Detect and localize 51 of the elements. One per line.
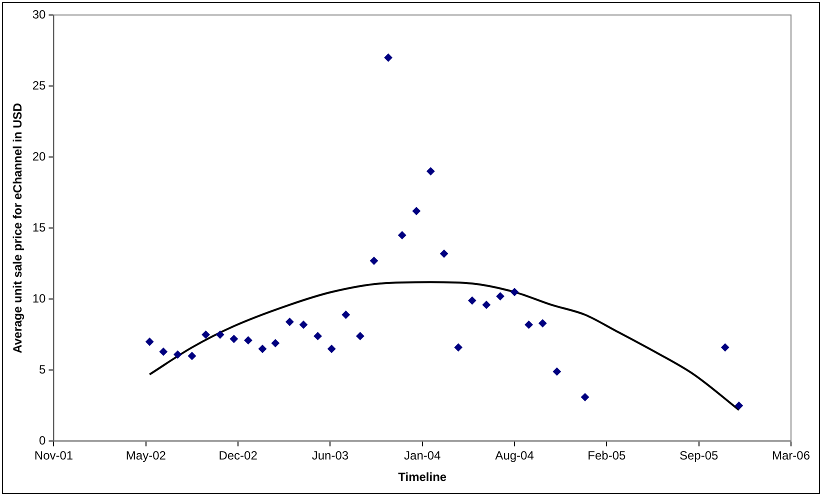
x-tick-label: Dec-02 [218,448,258,463]
point [328,344,336,353]
point [468,296,476,305]
point [314,332,322,340]
point [721,343,730,352]
y-tick-label: 5 [39,362,46,376]
point [188,352,196,360]
point [342,310,350,319]
y-tick-label: 10 [32,291,46,306]
point [216,330,224,339]
y-axis-title: Average unit sale price for eChannel in USD [10,102,25,354]
point [244,336,252,344]
point [146,338,154,346]
point [159,348,168,356]
point [412,207,420,216]
point [482,300,490,309]
point [496,292,504,300]
point [286,318,294,326]
point [552,368,561,376]
x-tick-label: Nov-01 [34,448,74,463]
point [524,320,533,329]
y-tick-label: 25 [32,78,46,92]
x-tick-label: Jun-03 [312,448,349,463]
point [734,402,743,410]
point [370,256,378,265]
x-tick-label: Aug-04 [495,448,534,463]
x-tick-label: Sep-05 [679,448,719,463]
x-tick-label: Mar-06 [772,448,810,463]
x-tick-label: May-02 [126,448,166,463]
point [174,350,182,359]
point [510,288,519,296]
point [299,320,308,329]
point [398,231,406,240]
y-tick-label: 30 [32,7,46,22]
x-tick-label: Jan-04 [404,448,442,463]
point [271,339,280,348]
point [202,330,210,339]
point [356,332,364,340]
y-tick-label: 20 [32,149,46,164]
point [426,167,435,176]
y-tick-label: 15 [32,220,46,234]
point [384,54,392,62]
point [440,250,448,258]
point [258,344,266,353]
point [230,334,238,343]
y-tick-label: 0 [39,434,46,448]
x-tick-label: Feb-05 [588,448,626,463]
x-axis-title: Timeline [398,470,447,484]
point [454,343,462,352]
point [538,319,547,328]
point [581,393,590,402]
